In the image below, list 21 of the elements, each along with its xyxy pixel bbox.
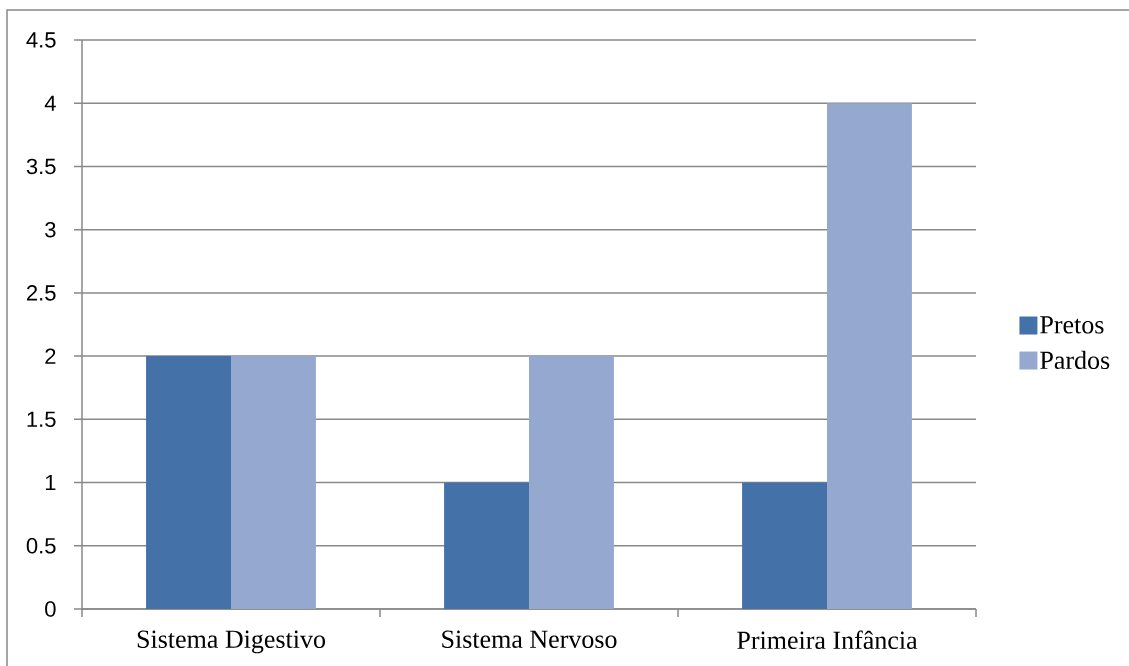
- y-tick-label: 1: [45, 474, 56, 491]
- bar: [742, 482, 828, 609]
- bar: [146, 356, 231, 609]
- bar: [444, 482, 529, 609]
- y-tick-label: 0: [45, 601, 56, 617]
- y-tick-label: 2.5: [27, 285, 56, 301]
- y-tick-label: 0.5: [26, 537, 56, 554]
- legend-label: Pardos: [1040, 350, 1110, 370]
- legend-label: Pretos: [1040, 316, 1104, 334]
- y-tick-label: 3.5: [26, 158, 56, 175]
- y-tick-label: 1.5: [27, 411, 56, 428]
- y-tick-label: 3: [45, 221, 56, 238]
- bar: [827, 103, 912, 609]
- bar: [231, 356, 316, 609]
- x-tick-label: Sistema Nervoso: [442, 630, 617, 648]
- y-tick-label: 4: [44, 95, 56, 111]
- bar: [529, 356, 614, 609]
- x-tick-label: Sistema Digestivo: [137, 630, 325, 654]
- x-tick-label: Primeira Infância: [737, 630, 918, 650]
- y-tick-label: 4.5: [26, 32, 56, 48]
- y-tick-label: 2: [45, 348, 56, 364]
